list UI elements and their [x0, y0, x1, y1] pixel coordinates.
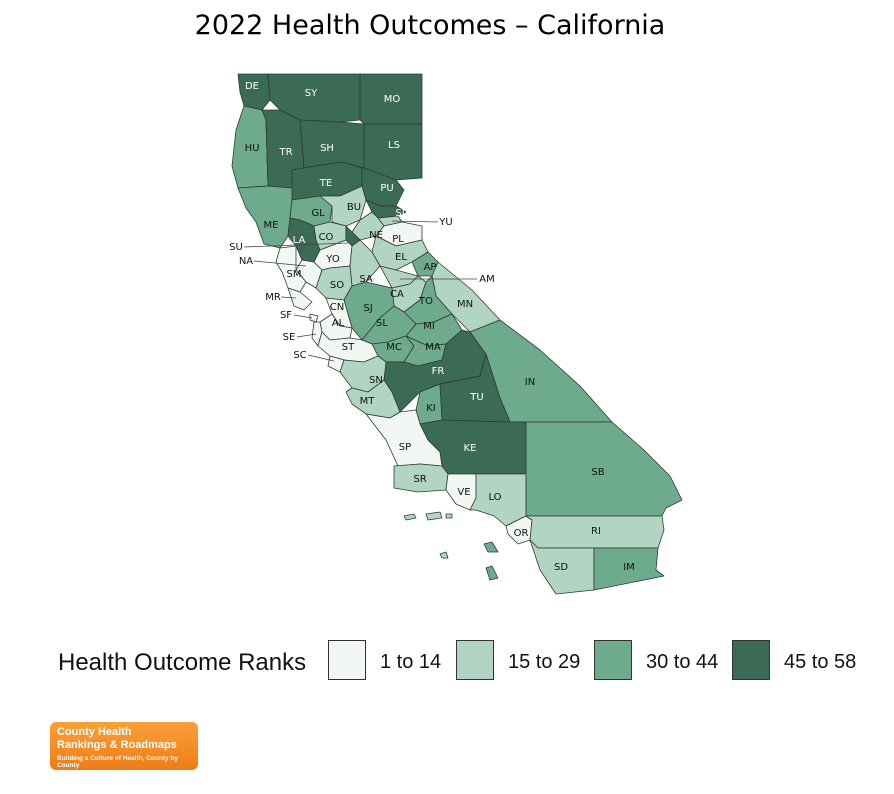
legend-label-3: 30 to 44: [646, 651, 719, 673]
county-label-mn: MN: [457, 299, 473, 310]
county-health-rankings-logo: County Health Rankings & Roadmaps Buildi…: [50, 722, 198, 770]
logo-tagline: Building a Culture of Health, County by …: [57, 755, 178, 769]
county-label-sj: SJ: [363, 303, 372, 314]
county-label-su: SU: [229, 242, 243, 253]
county-lo: [469, 473, 527, 527]
leader-line-sf: [293, 314, 313, 319]
county-label-si: SI: [395, 208, 404, 219]
county-label-hu: HU: [245, 143, 260, 154]
county-label-or: OR: [514, 528, 529, 539]
county-label-im: IM: [623, 562, 635, 573]
channel-island-6: [485, 565, 499, 581]
county-label-ri: RI: [591, 526, 601, 537]
county-label-el: EL: [395, 252, 407, 263]
county-label-ki: KI: [426, 403, 436, 414]
county-label-co: CO: [319, 232, 334, 243]
county-label-sl: SL: [376, 318, 388, 329]
county-label-sn: SN: [369, 375, 383, 386]
county-label-to: TO: [418, 296, 433, 307]
county-label-ma: MA: [425, 342, 441, 353]
channel-island-1: [403, 513, 417, 521]
county-label-mt: MT: [360, 396, 376, 407]
county-label-la: LA: [293, 235, 306, 246]
county-label-sy: SY: [305, 88, 318, 99]
county-de: [237, 73, 271, 111]
county-label-ls: LS: [388, 140, 400, 151]
county-label-am: AM: [479, 274, 494, 285]
county-label-yu: YU: [438, 217, 452, 228]
county-ls: [363, 123, 423, 181]
county-label-fr: FR: [432, 366, 445, 377]
county-label-sb: SB: [591, 467, 604, 478]
legend-swatch-4: [732, 640, 770, 680]
county-label-pl: PL: [392, 234, 404, 245]
county-label-te: TE: [319, 178, 332, 189]
county-label-ke: KE: [464, 443, 477, 454]
county-label-st: ST: [342, 342, 355, 353]
legend-label-2: 15 to 29: [508, 651, 581, 673]
county-me: [237, 185, 293, 249]
county-label-sh: SH: [320, 143, 334, 154]
channel-island-4: [439, 551, 449, 559]
channel-island-2: [425, 511, 443, 521]
county-label-lo: LO: [488, 492, 501, 503]
county-label-na: NA: [239, 256, 253, 267]
county-label-sc: SC: [293, 350, 306, 361]
leader-line-na: [253, 260, 307, 267]
county-label-sa: SA: [359, 274, 373, 285]
county-label-cn: CN: [330, 302, 344, 313]
county-label-sd: SD: [554, 562, 568, 573]
leader-line-sc: [307, 354, 335, 362]
county-im: [593, 547, 665, 591]
county-label-tu: TU: [469, 392, 483, 403]
leader-line-su: [243, 242, 349, 248]
county-label-so: SO: [330, 280, 344, 291]
county-label-mc: MC: [386, 342, 402, 353]
leader-line-se: [296, 333, 317, 338]
county-label-ne: NE: [369, 230, 383, 241]
channel-island-5: [483, 541, 499, 553]
leader-line-mr: [280, 296, 297, 299]
county-label-ap: AP: [424, 262, 437, 273]
county-label-mo: MO: [384, 94, 401, 105]
county-label-gl: GL: [311, 208, 325, 219]
county-label-se: SE: [283, 332, 296, 343]
county-label-me: ME: [264, 220, 279, 231]
county-label-sr: SR: [413, 474, 426, 485]
legend-title: Health Outcome Ranks: [58, 649, 307, 676]
county-label-bu: BU: [347, 202, 361, 213]
county-mr: [287, 287, 313, 311]
legend-swatch-1: [328, 640, 366, 680]
county-label-mi: MI: [423, 321, 435, 332]
legend-swatch-3: [594, 640, 632, 680]
county-label-ca: CA: [390, 289, 404, 300]
channel-island-3: [445, 513, 453, 519]
logo-line-2: Rankings & Roadmaps: [57, 739, 177, 751]
county-label-yo: YO: [325, 254, 340, 265]
logo-line-1: County Health: [57, 726, 132, 738]
map-title: 2022 Health Outcomes – California: [194, 10, 666, 41]
county-label-in: IN: [525, 377, 535, 388]
county-label-de: DE: [245, 81, 259, 92]
county-label-mr: MR: [265, 292, 281, 303]
county-label-tr: TR: [278, 147, 292, 158]
county-label-sm: SM: [287, 269, 302, 280]
county-label-sf: SF: [280, 310, 292, 321]
county-label-ve: VE: [457, 487, 470, 498]
county-label-al: AL: [332, 318, 345, 329]
leader-line-yu: [391, 220, 439, 223]
legend-label-1: 1 to 14: [380, 651, 442, 673]
county-label-pu: PU: [380, 183, 393, 194]
legend-label-4: 45 to 58: [784, 651, 857, 673]
county-label-sp: SP: [399, 442, 411, 453]
legend: Health Outcome Ranks 1 to 14 15 to 29 30…: [58, 640, 878, 684]
legend-swatch-2: [456, 640, 494, 680]
